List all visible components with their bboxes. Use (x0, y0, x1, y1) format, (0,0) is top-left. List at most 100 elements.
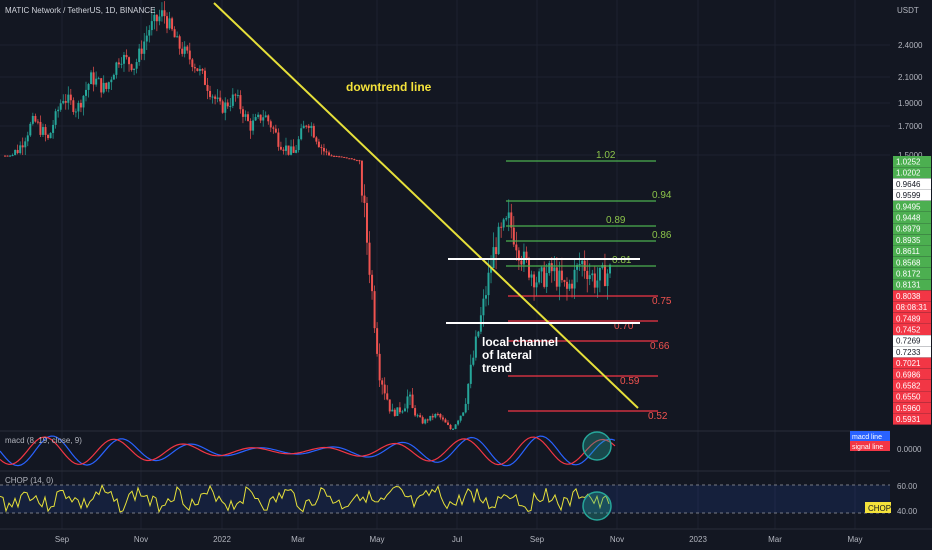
candle (477, 330, 480, 339)
candle (234, 93, 237, 102)
candle (330, 154, 333, 157)
candle (178, 34, 181, 55)
candle (363, 184, 366, 218)
candle (196, 68, 199, 72)
candle (338, 155, 341, 158)
candle (153, 8, 156, 30)
candle (4, 155, 6, 157)
symbol-title: MATIC Network / TetherUS, 1D, BINANCE (5, 6, 155, 15)
svg-text:1.0202: 1.0202 (896, 169, 921, 178)
candle (505, 215, 508, 222)
candle (553, 256, 556, 282)
candle (386, 385, 389, 401)
x-tick-label: 2022 (213, 535, 231, 544)
candle (239, 90, 242, 114)
svg-text:0.6582: 0.6582 (896, 382, 921, 391)
candle (64, 94, 67, 110)
svg-text:0.9599: 0.9599 (896, 191, 921, 200)
candle (209, 85, 212, 100)
candle (538, 268, 541, 285)
candle (368, 231, 371, 284)
candle (335, 155, 338, 158)
candle (41, 123, 44, 137)
candle (279, 141, 282, 151)
price-badge: 0.7021 (893, 357, 931, 369)
y-tick-label: 1.7000 (898, 122, 923, 131)
price-badge: 1.0202 (893, 167, 931, 179)
candle (67, 86, 70, 110)
candle (353, 158, 356, 161)
candle (591, 269, 594, 282)
svg-text:0.8131: 0.8131 (896, 281, 921, 290)
chop-label: CHOP (14, 0) (5, 476, 54, 485)
candle (462, 412, 465, 417)
candle (57, 106, 60, 118)
candle (312, 123, 315, 139)
macd-highlight-circle (582, 431, 612, 461)
candle (545, 263, 548, 294)
svg-text:0.8935: 0.8935 (896, 236, 921, 245)
candle (325, 148, 328, 156)
macd-line (0, 435, 616, 467)
candle (74, 108, 77, 118)
candle (292, 139, 295, 154)
candle (373, 285, 376, 333)
candle (449, 423, 452, 430)
candle (229, 98, 232, 112)
candle (274, 124, 277, 134)
candle (214, 94, 217, 105)
price-badge: 0.9646 (893, 178, 931, 190)
candle (406, 389, 409, 413)
price-badge: 0.7452 (893, 324, 931, 335)
candle (236, 89, 239, 99)
x-tick-label: Jul (452, 535, 462, 544)
candle (163, 1, 166, 24)
svg-text:0.9448: 0.9448 (896, 214, 921, 223)
candle (155, 14, 158, 32)
price-badge: 0.7269 (893, 335, 931, 347)
candle (391, 403, 394, 412)
candle (122, 52, 125, 72)
chop-pane: CHOP (14, 0) 60.00 40.00 CHOP (0, 470, 918, 521)
price-badge: 0.8131 (893, 279, 931, 291)
candle (224, 97, 227, 121)
candle (571, 279, 574, 298)
candle (284, 137, 287, 156)
candle (459, 415, 462, 423)
candle (59, 99, 62, 112)
macd-pane: macd (8, 19, close, 9) macd line signal … (0, 430, 922, 467)
candle (378, 343, 381, 388)
candle (221, 99, 224, 114)
candle (107, 81, 110, 93)
candle (181, 41, 184, 57)
candle (206, 77, 209, 100)
candle (596, 267, 599, 298)
channel-annotation-line-3: trend (482, 361, 512, 375)
candle (376, 322, 379, 357)
candle (54, 108, 57, 129)
level-label-red: 0.59 (620, 376, 640, 387)
price-badge: 0.8172 (893, 268, 931, 279)
candle (125, 49, 128, 60)
candle (320, 144, 323, 155)
candle (398, 402, 401, 415)
candle (431, 413, 434, 421)
currency-label: USDT (897, 6, 919, 15)
candle (530, 270, 533, 287)
candle (317, 138, 320, 148)
candle (502, 217, 505, 231)
downtrend-annotation: downtrend line (346, 80, 432, 94)
candle (297, 136, 300, 153)
candle (578, 252, 581, 272)
candle (168, 11, 171, 30)
candle (360, 160, 363, 203)
candle (140, 40, 143, 60)
x-tick-label: May (369, 535, 384, 544)
svg-text:08:08:31: 08:08:31 (896, 303, 928, 312)
candle (16, 144, 19, 155)
candle (191, 58, 194, 72)
candle (416, 413, 419, 418)
svg-text:0.8568: 0.8568 (896, 258, 921, 267)
price-badge: 0.9448 (893, 212, 931, 223)
